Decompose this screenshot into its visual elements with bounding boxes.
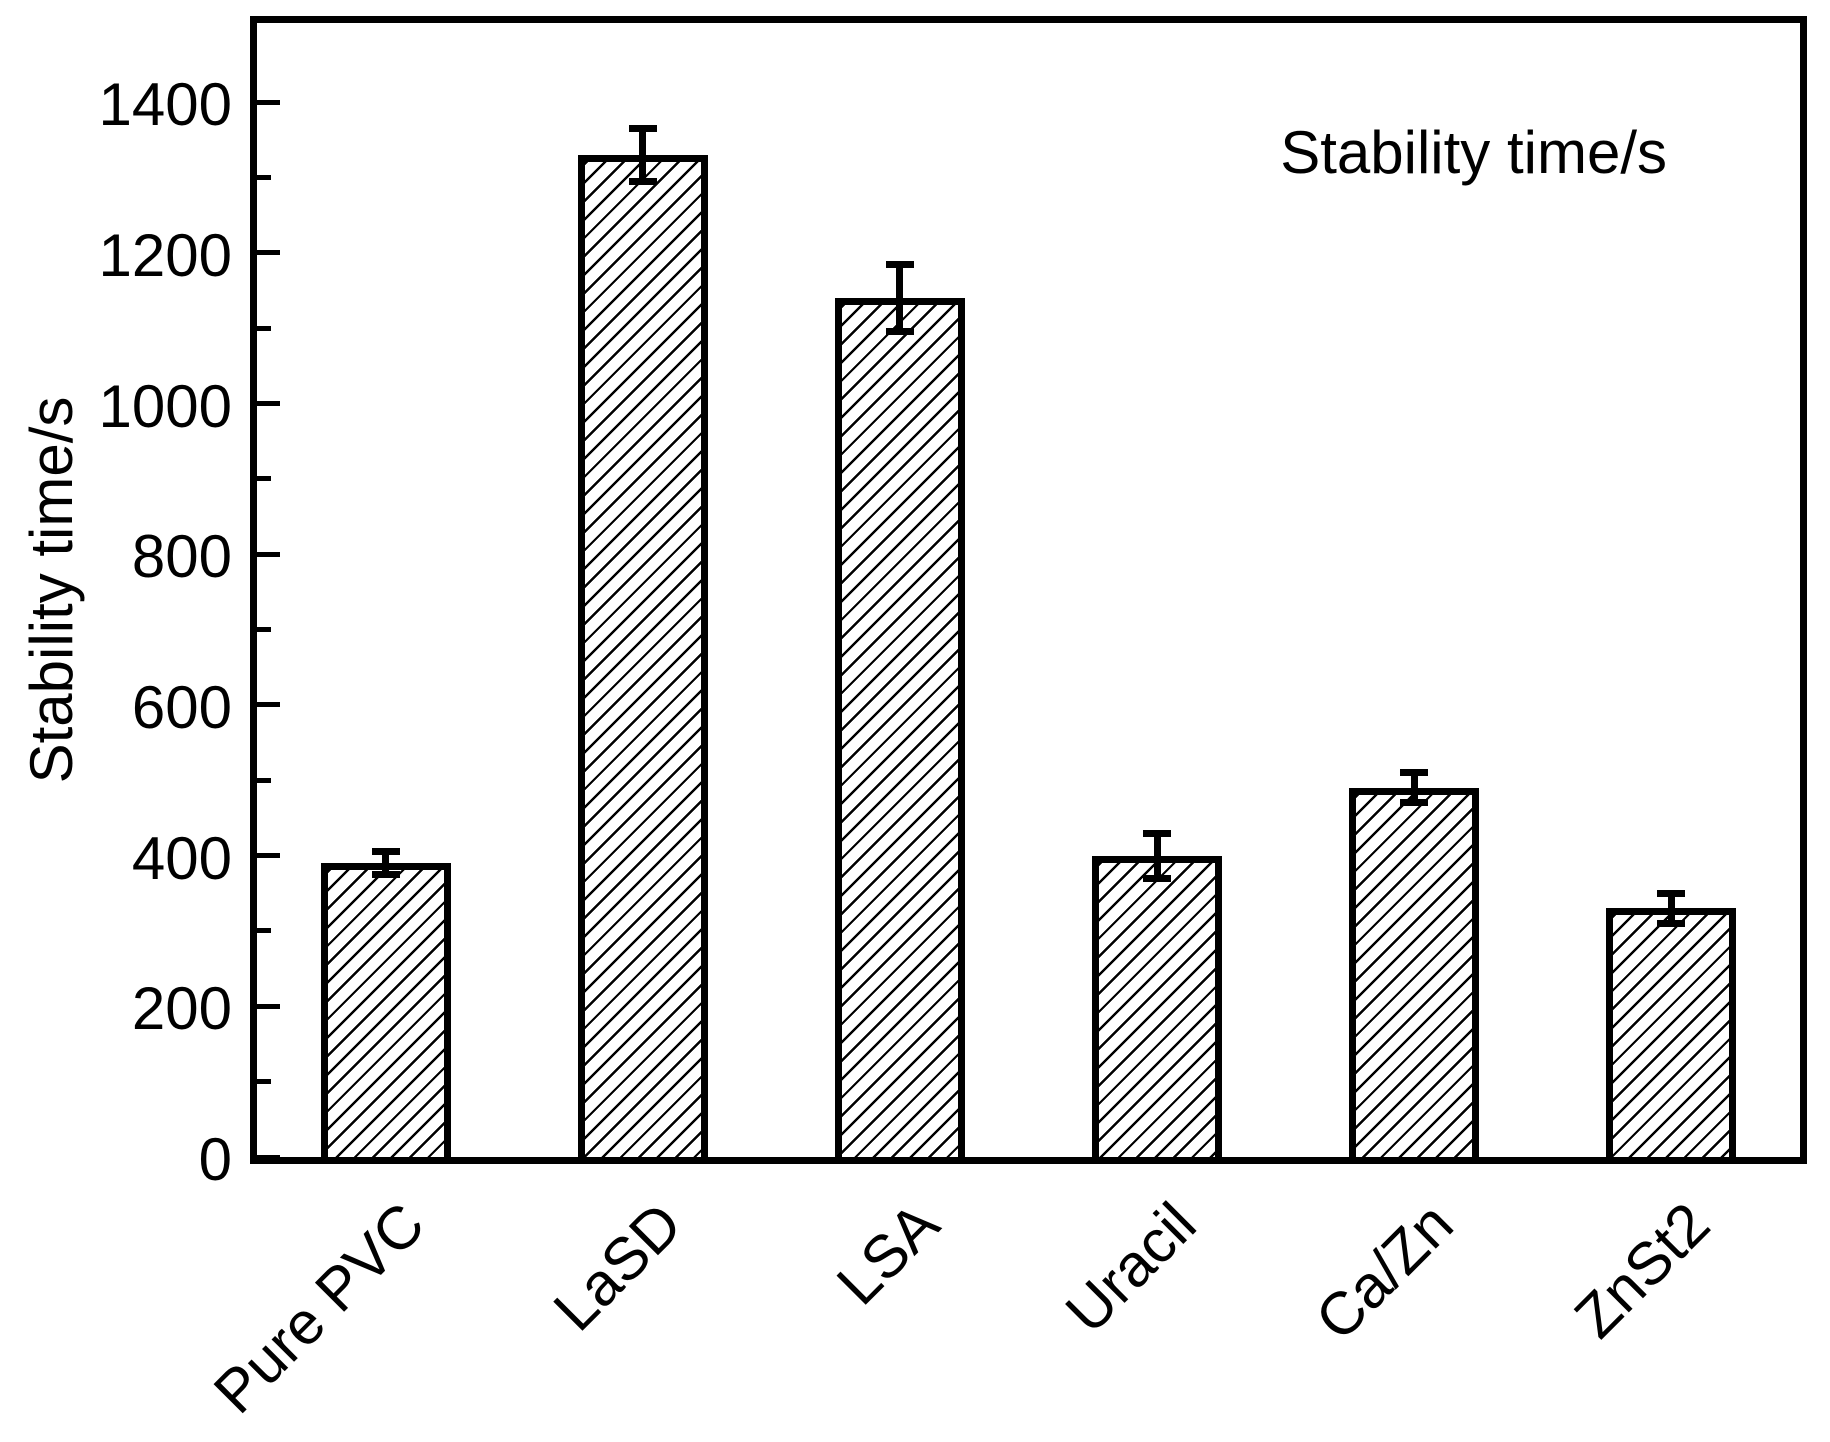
- y-minor-tick: [257, 777, 271, 783]
- y-major-tick: [257, 250, 280, 256]
- error-bar-ca-zn: [1410, 772, 1418, 803]
- y-major-tick: [257, 551, 280, 557]
- x-category-label-lasd: LaSD: [540, 1189, 695, 1344]
- y-minor-tick: [257, 325, 271, 331]
- error-bar-lasd: [639, 128, 647, 182]
- error-cap-bottom-uracil: [1143, 874, 1172, 882]
- y-tick-label: 800: [131, 523, 232, 591]
- y-minor-tick: [257, 174, 271, 180]
- y-major-tick: [257, 853, 280, 859]
- x-category-label-pure-pvc: Pure PVC: [200, 1189, 437, 1426]
- plot-annotation: Stability time/s: [1280, 119, 1667, 186]
- bar-znst2: [1606, 908, 1737, 1164]
- y-major-tick: [257, 1154, 280, 1160]
- error-cap-bottom-pure-pvc: [371, 870, 400, 878]
- y-minor-tick: [257, 1079, 271, 1085]
- bar-ca-zn: [1349, 787, 1480, 1164]
- y-minor-tick: [257, 627, 271, 633]
- bar-lsa: [834, 298, 965, 1164]
- error-bar-znst2: [1667, 893, 1675, 924]
- error-bar-lsa: [896, 264, 904, 332]
- bar-pure-pvc: [320, 863, 451, 1164]
- y-tick-label: 200: [131, 975, 232, 1043]
- error-cap-top-znst2: [1657, 889, 1686, 897]
- error-cap-top-lsa: [885, 260, 914, 268]
- error-cap-bottom-lasd: [628, 177, 657, 185]
- x-category-label-uracil: Uracil: [1052, 1189, 1209, 1346]
- y-major-tick: [257, 99, 280, 105]
- y-tick-label: 400: [131, 824, 232, 892]
- y-major-tick: [257, 702, 280, 708]
- error-cap-top-uracil: [1143, 829, 1172, 837]
- y-major-tick: [257, 401, 280, 406]
- error-bar-uracil: [1153, 833, 1161, 879]
- y-tick-label: 1200: [98, 221, 232, 289]
- error-cap-bottom-znst2: [1657, 919, 1686, 927]
- error-cap-top-pure-pvc: [371, 848, 400, 856]
- y-tick-label: 600: [131, 673, 232, 741]
- y-tick-label: 0: [198, 1126, 232, 1193]
- y-major-tick: [257, 1003, 280, 1009]
- y-minor-tick: [257, 928, 271, 934]
- x-category-label-lsa: LSA: [823, 1189, 952, 1318]
- error-cap-bottom-ca-zn: [1400, 799, 1429, 807]
- error-cap-top-ca-zn: [1400, 769, 1429, 777]
- y-minor-tick: [257, 476, 271, 482]
- error-cap-top-lasd: [628, 124, 657, 132]
- plot-area: [250, 16, 1807, 1164]
- bar-lasd: [577, 154, 708, 1164]
- y-tick-label: 1400: [98, 71, 232, 139]
- error-cap-bottom-lsa: [885, 328, 914, 336]
- error-bar-pure-pvc: [382, 851, 390, 875]
- bar-uracil: [1092, 855, 1223, 1164]
- x-category-label-ca-zn: Ca/Zn: [1302, 1189, 1466, 1353]
- x-category-label-znst2: ZnSt2: [1562, 1189, 1723, 1351]
- y-tick-label: 1000: [98, 372, 232, 440]
